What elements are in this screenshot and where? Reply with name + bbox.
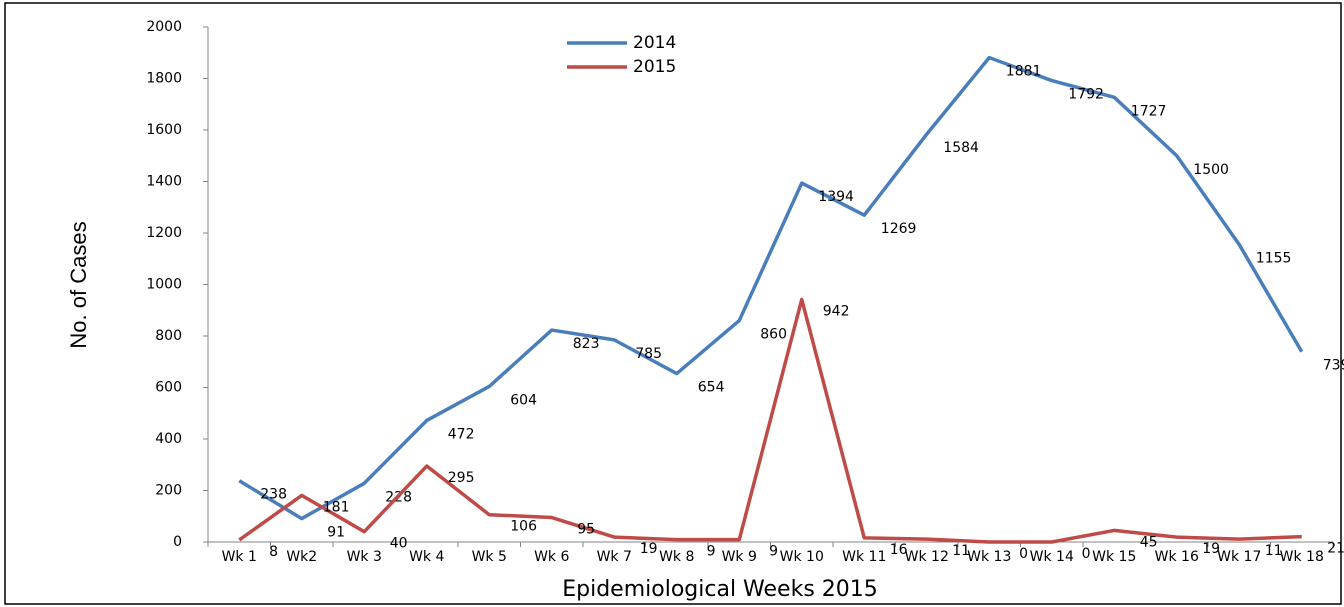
y-tick-label: 1400 <box>146 174 182 190</box>
data-label: 604 <box>510 392 537 408</box>
x-axis-title: Epidemiological Weeks 2015 <box>562 577 878 602</box>
x-tick-label: Wk 7 <box>597 549 632 565</box>
legend-label: 2014 <box>633 33 676 53</box>
x-tick-label: Wk 11 <box>842 549 886 565</box>
data-label: 654 <box>698 380 725 396</box>
data-label: 785 <box>635 346 662 362</box>
data-label: 8 <box>269 544 278 560</box>
data-label: 1792 <box>1068 87 1104 103</box>
data-label: 21 <box>1327 541 1344 557</box>
data-label: 942 <box>823 303 850 319</box>
data-label: 16 <box>890 542 908 558</box>
data-label: 1881 <box>1006 64 1042 80</box>
x-tick-label: Wk 8 <box>659 549 694 565</box>
data-label: 91 <box>327 525 345 541</box>
y-tick-label: 800 <box>155 328 182 344</box>
data-label: 11 <box>952 543 970 559</box>
data-label: 95 <box>577 522 595 538</box>
data-label: 9 <box>707 544 716 560</box>
x-tick-label: Wk 15 <box>1092 549 1136 565</box>
x-tick-label: Wk 9 <box>722 549 757 565</box>
data-label: 9 <box>769 544 778 560</box>
data-label: 1394 <box>818 189 854 205</box>
y-tick-label: 600 <box>155 380 182 396</box>
y-tick-label: 200 <box>155 483 182 499</box>
x-tick-label: Wk 17 <box>1217 549 1261 565</box>
data-label: 823 <box>573 336 600 352</box>
y-axis-title: No. of Cases <box>66 221 91 348</box>
frame <box>4 2 1342 605</box>
data-label: 181 <box>323 499 350 515</box>
data-label: 1269 <box>881 221 917 237</box>
data-label: 19 <box>1202 541 1220 557</box>
data-label: 1727 <box>1131 103 1167 119</box>
data-label: 238 <box>260 487 287 503</box>
y-tick-label: 1000 <box>146 277 182 293</box>
x-tick-label: Wk 10 <box>780 549 824 565</box>
y-tick-label: 1800 <box>146 71 182 87</box>
series-line <box>238 55 1304 521</box>
data-label: 739 <box>1323 358 1344 374</box>
x-tick-label: Wk 13 <box>967 549 1011 565</box>
y-tick-label: 1600 <box>146 122 182 138</box>
x-tick-label: Wk 18 <box>1280 549 1324 565</box>
y-tick-label: 0 <box>173 534 182 550</box>
data-label: 1500 <box>1193 162 1229 178</box>
data-label: 472 <box>448 426 475 442</box>
x-tick-label: Wk 1 <box>222 549 257 565</box>
data-label: 0 <box>1082 546 1091 562</box>
x-tick-label: Wk2 <box>286 549 317 565</box>
data-label: 1155 <box>1256 251 1292 267</box>
x-tick-label: Wk 4 <box>409 549 444 565</box>
y-tick-label: 1200 <box>146 225 182 241</box>
data-label: 1584 <box>943 140 979 156</box>
series-line <box>238 297 1302 544</box>
data-label: 0 <box>1019 546 1028 562</box>
data-label: 860 <box>760 327 787 343</box>
x-tick-label: Wk 3 <box>347 549 382 565</box>
data-label: 45 <box>1140 534 1158 550</box>
x-tick-label: Wk 12 <box>905 549 949 565</box>
x-tick-label: Wk 14 <box>1030 549 1074 565</box>
data-label: 295 <box>448 470 475 486</box>
x-tick-label: Wk 5 <box>472 549 507 565</box>
y-tick-label: 400 <box>155 431 182 447</box>
data-label: 19 <box>640 541 658 557</box>
x-tick-label: Wk 6 <box>534 549 569 565</box>
x-tick-label: Wk 16 <box>1155 549 1199 565</box>
data-label: 40 <box>390 536 408 552</box>
data-label: 11 <box>1265 543 1283 559</box>
y-tick-label: 2000 <box>146 19 182 35</box>
legend-label: 2015 <box>633 57 676 77</box>
data-label: 106 <box>510 519 537 535</box>
